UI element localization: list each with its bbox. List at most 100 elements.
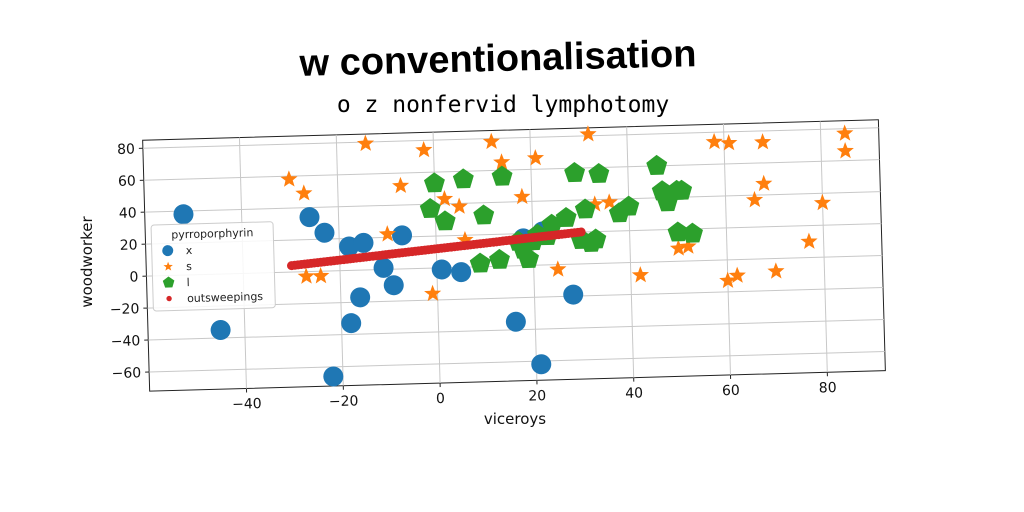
star-point xyxy=(482,132,500,150)
x-tick-label: 0 xyxy=(436,391,445,407)
star-point xyxy=(720,134,738,151)
star-point xyxy=(579,125,597,142)
legend-box xyxy=(150,221,276,312)
circle-point xyxy=(531,354,552,375)
y-tick-label: 80 xyxy=(117,141,135,157)
star-point xyxy=(836,142,854,159)
chart-title: w conventionalisation xyxy=(298,33,697,85)
circle-point xyxy=(210,320,231,341)
star-point xyxy=(679,237,697,255)
star-point xyxy=(705,132,723,150)
star-point xyxy=(754,133,772,150)
star-point xyxy=(392,176,410,194)
y-grid-line xyxy=(142,127,879,149)
circle-point xyxy=(563,284,584,305)
dot-point xyxy=(576,227,586,237)
y-tick-label: 40 xyxy=(119,205,137,221)
star-point xyxy=(836,124,854,141)
star-point xyxy=(280,170,298,187)
y-tick-label: 0 xyxy=(129,269,138,285)
star-point xyxy=(669,239,688,256)
y-tick-label: −40 xyxy=(111,333,141,350)
pentagon-point xyxy=(491,165,513,186)
star-point xyxy=(295,184,313,201)
star-point xyxy=(767,262,785,279)
circle-point xyxy=(353,232,374,253)
star-point xyxy=(450,197,468,214)
y-axis-label: woodworker xyxy=(78,216,96,308)
circle-point xyxy=(314,222,335,243)
pentagon-point xyxy=(555,206,577,228)
x-grid-line xyxy=(626,126,635,378)
circle-point xyxy=(299,207,320,228)
circle-point xyxy=(383,275,404,296)
x-grid-line xyxy=(722,124,731,375)
star-point xyxy=(415,141,433,158)
star-point xyxy=(600,193,618,210)
y-grid-line xyxy=(143,159,880,181)
x-tick-label: −20 xyxy=(329,393,359,410)
legend-label-x: x xyxy=(186,244,193,257)
circle-point xyxy=(373,257,394,278)
y-axis-ticks: 80 60 40 20 0 −20 −40 −60 xyxy=(110,141,150,382)
x-tick-label: 40 xyxy=(625,385,643,401)
circle-point xyxy=(341,313,362,334)
pentagon-point xyxy=(423,172,445,193)
circle-point xyxy=(173,204,194,225)
pentagon-point xyxy=(682,222,703,243)
pentagon-point xyxy=(671,179,693,200)
circle-point xyxy=(392,225,413,246)
star-point xyxy=(813,193,832,211)
legend-label-l: l xyxy=(186,276,189,289)
pentagon-point xyxy=(588,162,610,184)
pentagon-point xyxy=(419,197,441,219)
legend-title: pyrroporphyrin xyxy=(171,226,253,241)
legend-label-s: s xyxy=(186,260,192,273)
x-tick-label: 20 xyxy=(528,388,546,404)
pentagon-point xyxy=(667,221,689,242)
pentagon-point xyxy=(473,204,495,225)
star-point xyxy=(586,195,604,212)
x-tick-label: 80 xyxy=(819,380,837,396)
star-point xyxy=(312,267,330,284)
legend-marker-l xyxy=(162,276,175,288)
star-point xyxy=(631,266,650,283)
circle-point xyxy=(431,259,452,280)
series-outsweepings xyxy=(286,227,586,271)
legend-marker-x xyxy=(162,245,174,257)
circle-point xyxy=(323,366,344,387)
y-tick-label: −60 xyxy=(111,365,141,382)
star-point xyxy=(513,187,531,205)
pentagon-point xyxy=(646,154,668,175)
star-point xyxy=(356,134,375,152)
chart-subtitle: o z nonfervid lymphotomy xyxy=(337,92,669,118)
legend-marker-outsweepings xyxy=(166,295,172,302)
star-point xyxy=(745,190,764,208)
pentagon-point xyxy=(585,228,607,249)
x-tick-label: −40 xyxy=(232,396,262,413)
data-layer xyxy=(173,124,854,387)
legend-marker-s xyxy=(163,261,173,271)
circle-point xyxy=(350,287,371,308)
x-axis-label: viceroys xyxy=(484,410,546,428)
star-point xyxy=(719,271,737,289)
pentagon-point xyxy=(434,210,456,231)
pentagon-point xyxy=(564,162,586,183)
y-grid-line xyxy=(149,350,885,373)
circle-point xyxy=(505,311,526,332)
pentagon-point xyxy=(618,195,640,216)
y-tick-label: −20 xyxy=(110,301,140,318)
star-point xyxy=(526,149,545,166)
star-point xyxy=(493,153,511,170)
pentagon-point xyxy=(489,248,510,269)
star-point xyxy=(297,267,315,284)
y-tick-label: 60 xyxy=(118,173,136,189)
star-point xyxy=(549,260,567,277)
star-point xyxy=(436,189,454,207)
x-grid-line xyxy=(819,121,828,373)
y-grid-line xyxy=(144,191,881,213)
pentagon-point xyxy=(452,168,474,189)
star-point xyxy=(800,232,818,250)
